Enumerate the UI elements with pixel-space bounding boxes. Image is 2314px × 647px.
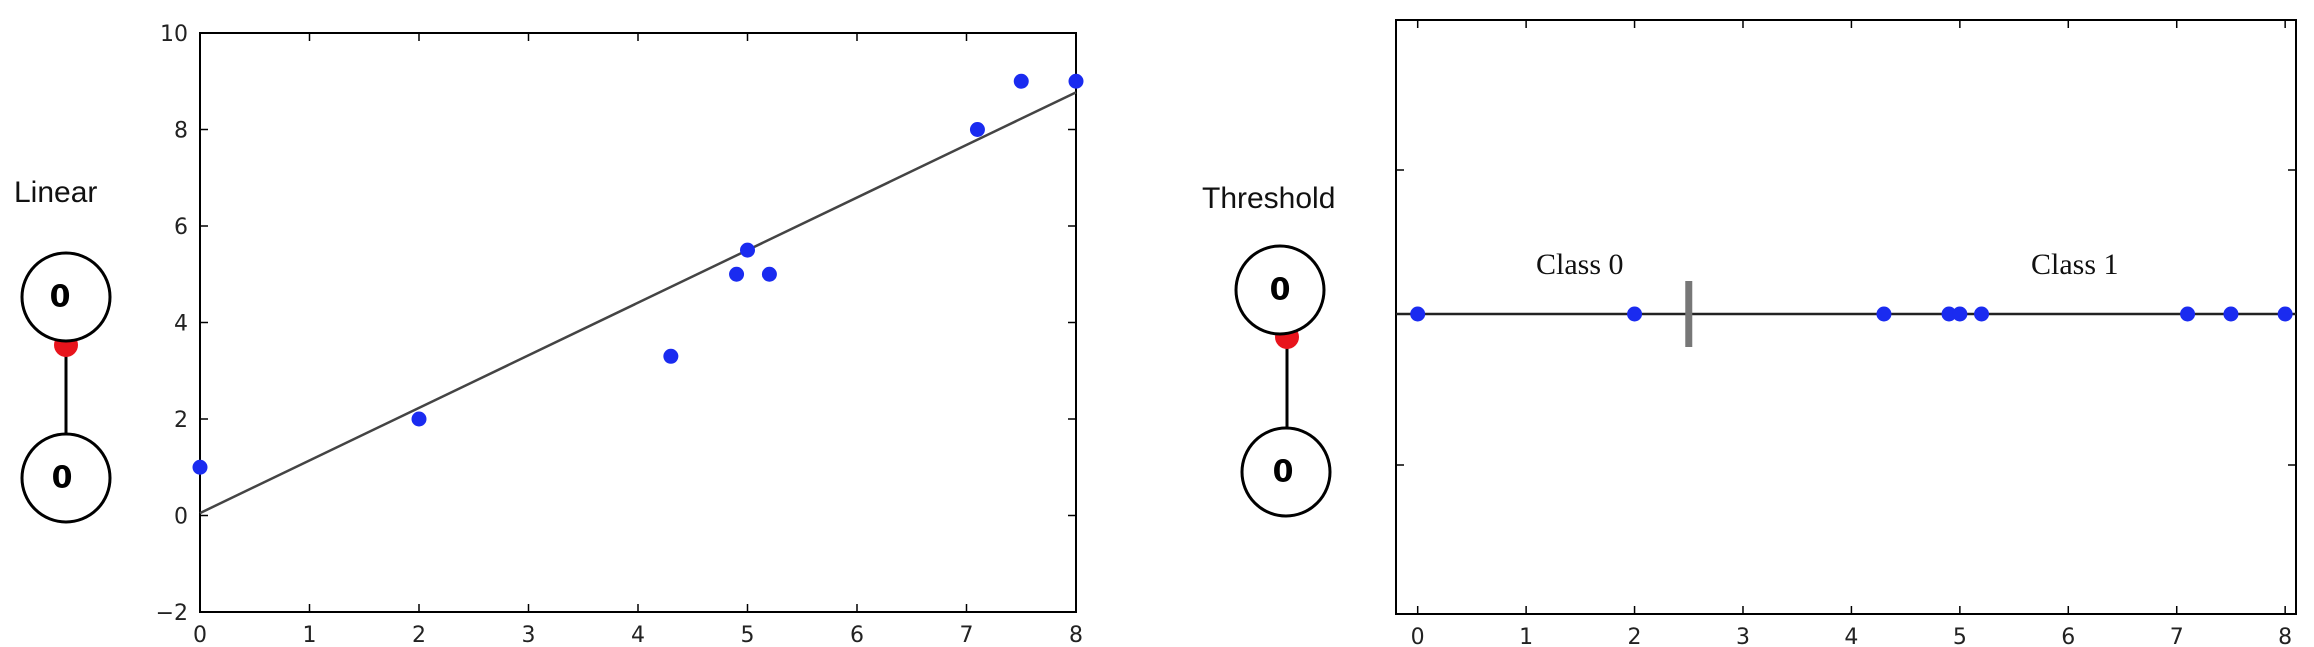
y-tick-label: 4 (174, 312, 188, 337)
x-tick-label: 7 (2170, 625, 2184, 647)
data-point (1068, 73, 1084, 89)
data-point (192, 459, 208, 475)
x-tick-label: 0 (193, 623, 207, 647)
x-tick-label: 2 (412, 623, 426, 647)
left-neuron-diagram: 0 0 (20, 251, 112, 524)
data-point (2180, 306, 2196, 322)
data-point (1876, 306, 1892, 322)
data-point (1974, 306, 1990, 322)
x-tick-label: 2 (1628, 625, 1642, 647)
data-point (969, 122, 985, 137)
left-top-neuron (20, 251, 112, 343)
y-tick-label: 2 (174, 408, 188, 433)
y-tick-label: 10 (160, 22, 188, 47)
x-tick-label: 5 (741, 623, 755, 647)
x-tick-label: 1 (1519, 625, 1533, 647)
right-neuron-diagram: 0 0 (1234, 244, 1332, 518)
x-tick-label: 7 (960, 623, 974, 647)
plot-frame (1395, 19, 2297, 615)
threshold-chart: 0 1 2 3 4 5 6 7 8 Class 0 Class 1 (1395, 19, 2297, 647)
data-point (1941, 306, 1957, 322)
x-tick-label: 5 (1953, 625, 1967, 647)
y-tick-label: −2 (156, 601, 188, 626)
data-point (1013, 73, 1029, 89)
fit-line (199, 91, 1077, 515)
threshold-caption: Threshold (1202, 182, 1336, 215)
left-bottom-neuron (20, 432, 112, 524)
left-top-neuron-value: 0 (50, 280, 71, 315)
plot-frame (199, 32, 1077, 613)
x-tick-label: 1 (303, 623, 317, 647)
x-tick-label: 8 (2278, 625, 2292, 647)
right-top-neuron-value: 0 (1270, 273, 1291, 308)
y-tick-label: 6 (174, 215, 188, 240)
data-point (2223, 306, 2239, 322)
x-tick-label: 6 (2061, 625, 2075, 647)
right-bottom-neuron-value: 0 (1273, 455, 1294, 490)
data-point (761, 266, 777, 282)
right-bottom-neuron (1240, 426, 1332, 518)
data-point (1410, 306, 1426, 322)
class-0-label: Class 0 (1536, 248, 1624, 281)
data-point (2277, 306, 2293, 322)
data-point (663, 348, 679, 364)
right-top-neuron (1234, 244, 1326, 336)
linear-caption: Linear (14, 176, 98, 209)
x-tick-label: 3 (1736, 625, 1750, 647)
x-tick-label: 3 (522, 623, 536, 647)
left-bottom-neuron-value: 0 (52, 461, 73, 496)
data-point (740, 242, 755, 258)
x-tick-label: 0 (1411, 625, 1425, 647)
x-tick-label: 4 (631, 623, 645, 647)
y-tick-label: 0 (174, 505, 188, 530)
data-point (729, 266, 745, 282)
class-1-label: Class 1 (2031, 248, 2119, 281)
data-point (411, 411, 427, 427)
x-tick-label: 6 (850, 623, 864, 647)
x-tick-label: 4 (1844, 625, 1858, 647)
data-point (1952, 306, 1968, 322)
y-tick-label: 8 (174, 119, 188, 144)
data-point (1627, 306, 1643, 322)
x-tick-label: 8 (1069, 623, 1083, 647)
